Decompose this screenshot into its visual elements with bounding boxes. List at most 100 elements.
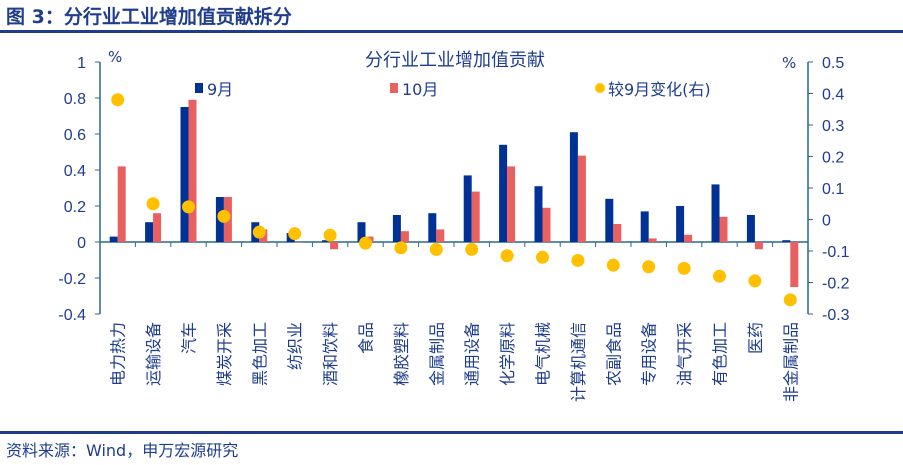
category-label: 煤炭开采 — [215, 322, 234, 386]
bar-oct — [153, 213, 162, 242]
change-point — [429, 242, 443, 256]
right-tick-label: 0 — [822, 213, 831, 230]
category-label: 橡胶塑料 — [392, 322, 411, 386]
bar-oct — [436, 229, 445, 242]
change-point — [146, 197, 160, 211]
change-point — [217, 209, 231, 223]
change-point — [500, 249, 514, 263]
bar-sep — [782, 240, 791, 242]
bottom-rule — [0, 431, 903, 434]
category-label: 医药 — [746, 322, 765, 354]
change-point — [252, 225, 266, 239]
change-point — [642, 260, 656, 274]
bar-oct — [684, 234, 693, 242]
change-point — [713, 269, 726, 283]
bar-sep — [180, 107, 189, 242]
bar-sep — [534, 186, 543, 242]
left-tick-label: 0 — [77, 235, 86, 252]
category-label: 汽车 — [180, 322, 199, 354]
bar-sep — [357, 222, 366, 242]
change-point — [111, 93, 125, 107]
change-point — [748, 274, 762, 288]
change-point — [394, 241, 408, 255]
bar-oct — [471, 191, 480, 242]
category-label: 计算机通信 — [569, 322, 588, 402]
bar-sep — [746, 215, 755, 242]
figure-title: 图 3：分行业工业增加值贡献拆分 — [6, 6, 292, 28]
left-tick-label: 0.6 — [64, 127, 86, 144]
bar-sep — [605, 198, 614, 242]
category-label: 通用设备 — [463, 322, 482, 386]
category-label: 运输设备 — [144, 322, 163, 386]
category-label: 专用设备 — [640, 322, 659, 386]
change-point — [182, 200, 195, 214]
left-axis-unit: % — [108, 48, 122, 66]
right-tick-label: -0.1 — [822, 244, 850, 261]
category-label: 农副食品 — [604, 322, 623, 386]
bar-sep — [676, 206, 685, 242]
left-tick-label: -0.4 — [58, 307, 86, 324]
change-point — [606, 258, 620, 272]
bar-oct — [648, 238, 657, 242]
bar-oct — [294, 242, 303, 243]
change-point — [323, 228, 337, 242]
left-tick-label: 1 — [77, 55, 86, 72]
change-point — [288, 227, 302, 241]
right-tick-label: 0.1 — [822, 181, 844, 198]
right-tick-label: -0.2 — [822, 276, 850, 293]
change-point — [571, 253, 585, 267]
right-tick-label: -0.3 — [822, 307, 850, 324]
change-point — [677, 261, 691, 275]
bar-sep — [499, 144, 508, 242]
category-label: 酒和饮料 — [321, 322, 340, 386]
bar-sep — [640, 211, 649, 242]
bar-sep — [322, 240, 331, 242]
category-label: 电气机械 — [534, 322, 553, 386]
legend-label: 较9月变化(右) — [608, 80, 711, 99]
change-point — [783, 293, 797, 307]
right-tick-label: 0.4 — [822, 87, 844, 104]
right-tick-label: 0.2 — [822, 150, 844, 167]
bar-oct — [400, 231, 409, 242]
legend-label: 9月 — [207, 80, 233, 99]
legend-swatch — [390, 83, 398, 93]
bar-sep — [711, 184, 720, 242]
bar-oct — [790, 242, 799, 287]
bar-oct — [542, 207, 551, 242]
left-tick-label: 0.4 — [64, 163, 86, 180]
legend-swatch — [195, 83, 203, 93]
category-label: 食品 — [357, 322, 376, 354]
category-label: 金属制品 — [427, 322, 446, 386]
right-tick-label: 0.3 — [822, 118, 844, 135]
category-label: 油气开采 — [675, 322, 694, 386]
bar-oct — [719, 216, 728, 242]
bar-sep — [569, 132, 578, 242]
bar-sep — [392, 215, 401, 242]
change-point — [536, 250, 549, 264]
bar-oct — [330, 242, 339, 250]
top-rule — [0, 30, 903, 33]
legend-swatch — [595, 83, 605, 93]
right-axis-unit: % — [782, 54, 796, 72]
category-label: 纺织业 — [286, 322, 305, 370]
bar-oct — [188, 99, 197, 242]
bar-oct — [754, 242, 763, 250]
change-point — [465, 242, 479, 256]
left-tick-label: -0.2 — [58, 271, 86, 288]
bar-sep — [463, 175, 472, 242]
bar-sep — [145, 222, 154, 242]
category-label: 化学原料 — [498, 322, 517, 386]
category-label: 有色加工 — [711, 322, 730, 386]
left-tick-label: 0.2 — [64, 199, 86, 216]
category-label: 电力热力 — [109, 322, 128, 386]
bar-oct — [613, 224, 622, 242]
change-point — [359, 236, 372, 250]
bar-oct — [507, 166, 516, 242]
bar-sep — [109, 236, 118, 242]
chart-title: 分行业工业增加值贡献 — [365, 50, 545, 71]
bar-oct — [577, 155, 586, 242]
bar-oct — [117, 166, 126, 242]
left-tick-label: 0.8 — [64, 91, 86, 108]
category-label: 非金属制品 — [781, 322, 800, 402]
